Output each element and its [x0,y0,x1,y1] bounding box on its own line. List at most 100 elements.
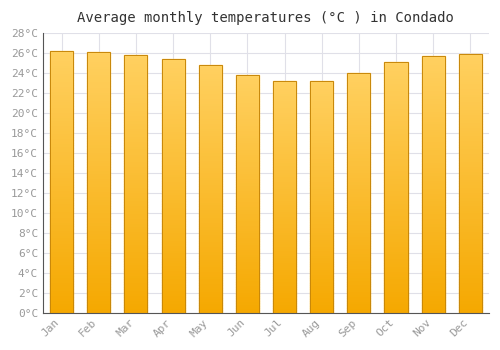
Bar [459,253,482,256]
Bar [236,168,259,170]
Bar [124,300,148,302]
Bar [459,295,482,297]
Bar [310,197,333,199]
Bar [236,218,259,220]
Bar [50,130,73,132]
Bar [348,224,370,226]
Bar [273,130,296,132]
Bar [348,126,370,128]
Bar [236,125,259,127]
Bar [422,197,444,200]
Bar [198,268,222,271]
Bar [384,127,407,130]
Bar [273,120,296,123]
Bar [310,141,333,144]
Bar [162,168,184,171]
Bar [236,251,259,253]
Bar [50,148,73,150]
Bar [273,123,296,125]
Bar [422,138,444,141]
Bar [422,228,444,231]
Bar [50,59,73,62]
Bar [50,258,73,260]
Bar [50,135,73,138]
Bar [87,180,110,182]
Bar [273,213,296,215]
Bar [162,181,184,183]
Bar [310,93,333,95]
Bar [162,201,184,204]
Bar [162,176,184,178]
Bar [348,95,370,97]
Bar [236,122,259,125]
Bar [124,91,148,94]
Bar [422,200,444,202]
Bar [50,287,73,289]
Bar [273,153,296,155]
Bar [198,206,222,209]
Bar [87,302,110,305]
Bar [124,282,148,284]
Bar [422,79,444,82]
Bar [124,150,148,153]
Bar [273,252,296,255]
Bar [348,133,370,135]
Bar [162,308,184,310]
Bar [422,107,444,110]
Bar [198,122,222,125]
Bar [310,125,333,127]
Bar [236,104,259,106]
Bar [50,145,73,148]
Bar [50,268,73,271]
Bar [459,269,482,271]
Bar [348,298,370,301]
Bar [236,116,259,118]
Bar [422,190,444,192]
Bar [87,281,110,284]
Bar [348,73,370,313]
Bar [236,258,259,260]
Bar [384,122,407,125]
Bar [273,245,296,248]
Bar [422,61,444,64]
Bar [124,81,148,84]
Bar [459,93,482,96]
Bar [422,274,444,277]
Bar [348,176,370,178]
Bar [348,193,370,195]
Bar [384,62,407,313]
Bar [310,137,333,139]
Bar [384,62,407,65]
Bar [198,100,222,102]
Bar [50,182,73,184]
Bar [236,265,259,267]
Bar [273,264,296,266]
Bar [198,134,222,137]
Bar [87,266,110,268]
Bar [384,80,407,82]
Bar [459,191,482,194]
Bar [422,236,444,238]
Bar [236,206,259,208]
Bar [422,208,444,210]
Bar [198,233,222,236]
Bar [198,290,222,293]
Title: Average monthly temperatures (°C ) in Condado: Average monthly temperatures (°C ) in Co… [78,11,454,25]
Bar [348,281,370,284]
Bar [459,54,482,313]
Bar [236,177,259,180]
Bar [459,199,482,202]
Bar [124,60,148,63]
Bar [422,295,444,297]
Bar [348,172,370,174]
Bar [384,82,407,85]
Bar [384,130,407,132]
Bar [198,137,222,139]
Bar [384,147,407,150]
Bar [87,76,110,78]
Bar [384,238,407,240]
Bar [384,305,407,308]
Bar [236,163,259,166]
Bar [87,83,110,86]
Bar [384,200,407,202]
